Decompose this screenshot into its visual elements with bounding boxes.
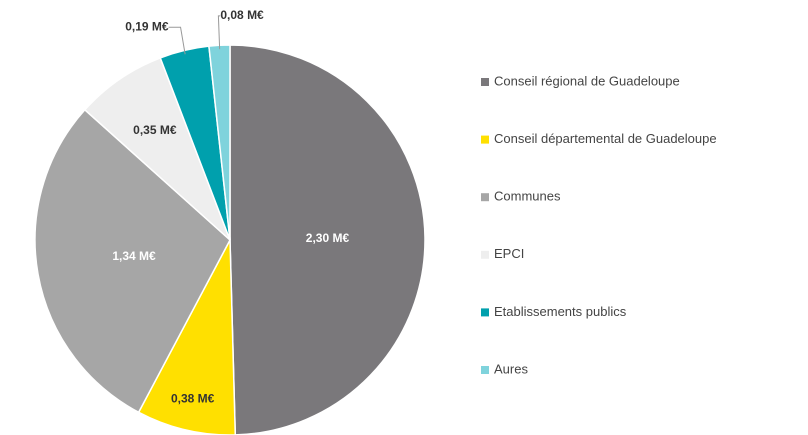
legend-swatch [481, 366, 489, 374]
value-label: 0,08 M€ [220, 8, 264, 22]
legend-swatch [481, 78, 489, 86]
leader-line [217, 15, 221, 50]
value-label: 0,35 M€ [133, 123, 177, 137]
legend-label: Conseil départemental de Guadeloupe [494, 131, 717, 146]
legend-swatch [481, 250, 489, 259]
value-label: 0,19 M€ [125, 19, 169, 33]
leader-line [168, 26, 186, 55]
legend-label: Etablissements publics [494, 304, 627, 319]
legend-swatch [481, 193, 489, 202]
value-label: 1,34 M€ [112, 249, 156, 263]
legend-swatch [481, 135, 489, 144]
legend-label: EPCI [494, 246, 524, 261]
pie-slice [229, 44, 426, 435]
pie-slice [34, 108, 231, 414]
value-label: 0,38 M€ [171, 392, 215, 406]
legend-label: Aures [494, 361, 528, 376]
legend-label: Conseil régional de Guadeloupe [494, 73, 680, 88]
value-label: 2,30 M€ [306, 231, 350, 245]
legend-label: Communes [494, 189, 561, 204]
legend-swatch [481, 308, 489, 317]
